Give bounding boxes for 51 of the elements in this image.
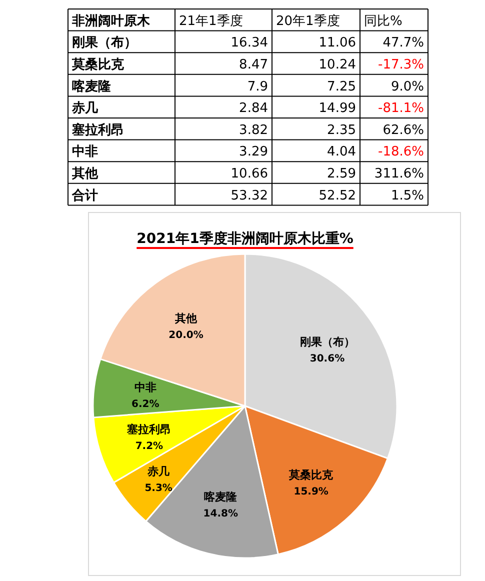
text: 非洲阔叶原木: [71, 14, 151, 29]
data-label: 53.32: [230, 188, 268, 204]
category-label: 合计: [71, 187, 98, 204]
slice-label: 塞拉利昂: [126, 422, 172, 436]
text: 21年1季度: [179, 12, 243, 29]
slice-label: 其他: [174, 312, 198, 325]
data-label: 52.52: [318, 188, 356, 204]
category-label: 喀麦隆: [72, 78, 111, 94]
data-label: 16.34: [230, 36, 268, 51]
data-label: -18.6%: [378, 144, 424, 160]
category-label: 刚果（布）: [72, 36, 137, 51]
data-label: 8.47: [239, 58, 268, 72]
category-label: 塞拉利昂: [71, 122, 124, 138]
slice-label: 赤几: [146, 464, 171, 478]
slice-label: 中非: [134, 381, 156, 394]
category-label: 中非: [72, 144, 98, 160]
category-label: 莫桑比克: [71, 56, 125, 72]
data-label: 3.29: [239, 144, 268, 160]
data-label: 30.6%: [310, 354, 345, 365]
data-label: 14.8%: [203, 508, 238, 520]
category-label: 其他: [71, 166, 99, 182]
data-label: 7.9: [247, 79, 268, 94]
data-label: 14.99: [318, 101, 356, 116]
data-label: 2.84: [239, 101, 268, 116]
category-label: 赤几: [71, 101, 99, 116]
data-label: -81.1%: [378, 101, 424, 116]
slice-label: 莫桑比克: [288, 468, 334, 482]
data-label: 10.66: [230, 166, 268, 182]
data-label: 10.24: [318, 58, 356, 72]
data-label: 7.25: [327, 79, 356, 94]
text: 同比%: [364, 14, 402, 29]
data-label: 6.2%: [132, 399, 160, 410]
data-label: 47.7%: [382, 36, 424, 51]
data-label: 9.0%: [390, 79, 424, 94]
chart-title: 2021年1季度非洲阔叶原木比重%: [136, 230, 354, 247]
data-label: 62.6%: [382, 122, 424, 138]
data-label: 2.59: [327, 166, 356, 182]
data-label: 20.0%: [168, 330, 204, 341]
data-label: 4.04: [327, 144, 356, 160]
data-label: -17.3%: [378, 58, 424, 72]
slice-label: 喀麦隆: [204, 490, 238, 504]
data-label: 3.82: [239, 122, 268, 138]
text: 20年1季度: [276, 12, 340, 29]
data-label: 311.6%: [374, 166, 424, 182]
data-label: 11.06: [318, 36, 356, 51]
data-label: 15.9%: [294, 486, 328, 498]
data-label: 2.35: [327, 122, 356, 138]
data-label: 5.3%: [144, 482, 172, 494]
data-label: 1.5%: [390, 188, 424, 204]
slice-label: 刚果（布）: [300, 336, 355, 349]
data-label: 7.2%: [135, 440, 164, 452]
